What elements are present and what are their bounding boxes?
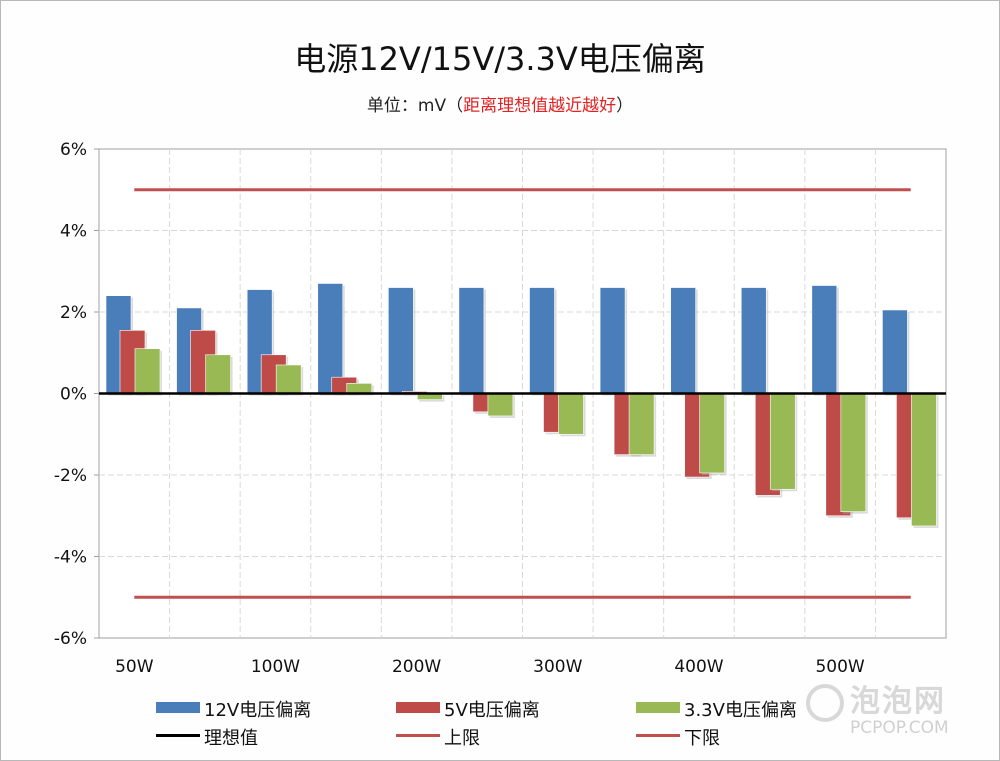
legend-swatch	[636, 734, 680, 737]
legend-swatch	[396, 702, 440, 713]
y-tick-label: 0%	[60, 385, 87, 405]
legend-swatch	[156, 702, 200, 713]
legend-label: 12V电压偏离	[204, 700, 312, 721]
x-tick-label: 400W	[674, 657, 723, 677]
bar-12v	[811, 285, 838, 394]
bar-12v	[317, 283, 344, 394]
bar-12v	[882, 309, 908, 394]
bar-3v3	[911, 393, 937, 527]
watermark-icon	[806, 684, 844, 722]
bar-12v	[599, 287, 626, 394]
bar-3v3	[134, 348, 161, 394]
bar-3v3	[487, 393, 514, 417]
bar-3v3	[699, 393, 725, 474]
bar-3v3	[769, 393, 796, 490]
subtitle-note: 距离理想值越近越好	[463, 96, 617, 116]
bar-3v3	[275, 364, 302, 394]
y-tick-label: -6%	[54, 629, 87, 649]
watermark-main: 泡泡网	[850, 684, 946, 719]
legend-label: 上限	[444, 728, 480, 749]
bar-12v	[388, 287, 414, 394]
legend-swatch	[636, 702, 680, 713]
bar-12v	[529, 287, 555, 394]
legend-swatch	[396, 734, 440, 737]
chart-subtitle: 单位：mV（距离理想值越近越好）	[0, 91, 1000, 116]
x-tick-label: 300W	[533, 657, 582, 677]
subtitle-prefix: 单位：mV（	[366, 96, 464, 116]
legend-label: 3.3V电压偏离	[684, 700, 797, 721]
x-tick-label: 500W	[815, 657, 864, 677]
legend-label: 5V电压偏离	[444, 700, 540, 721]
chart-title: 电源12V/15V/3.3V电压偏离	[294, 40, 706, 78]
bar-3v3	[205, 354, 231, 394]
y-tick-label: -4%	[54, 548, 87, 568]
x-tick-label: 200W	[392, 657, 441, 677]
y-tick-label: 2%	[60, 303, 87, 323]
watermark-sub: PCPOP.COM	[850, 718, 949, 738]
legend-label: 下限	[684, 728, 720, 749]
y-tick-label: -2%	[54, 466, 87, 486]
bar-12v	[740, 287, 767, 394]
legend-swatch	[156, 734, 200, 737]
bar-3v3	[558, 393, 584, 435]
x-tick-label: 50W	[115, 657, 154, 677]
x-tick-label: 100W	[251, 657, 300, 677]
bar-3v3	[840, 393, 867, 512]
y-tick-label: 6%	[60, 140, 87, 160]
bar-12v	[458, 287, 485, 394]
bar-3v3	[346, 383, 373, 394]
bar-12v	[670, 287, 696, 394]
bar-3v3	[628, 393, 655, 455]
watermark-logo: 泡泡网 PCPOP.COM	[800, 676, 980, 746]
y-tick-label: 4%	[60, 222, 87, 242]
subtitle-suffix: ）	[616, 96, 634, 116]
legend-label: 理想值	[204, 728, 258, 749]
